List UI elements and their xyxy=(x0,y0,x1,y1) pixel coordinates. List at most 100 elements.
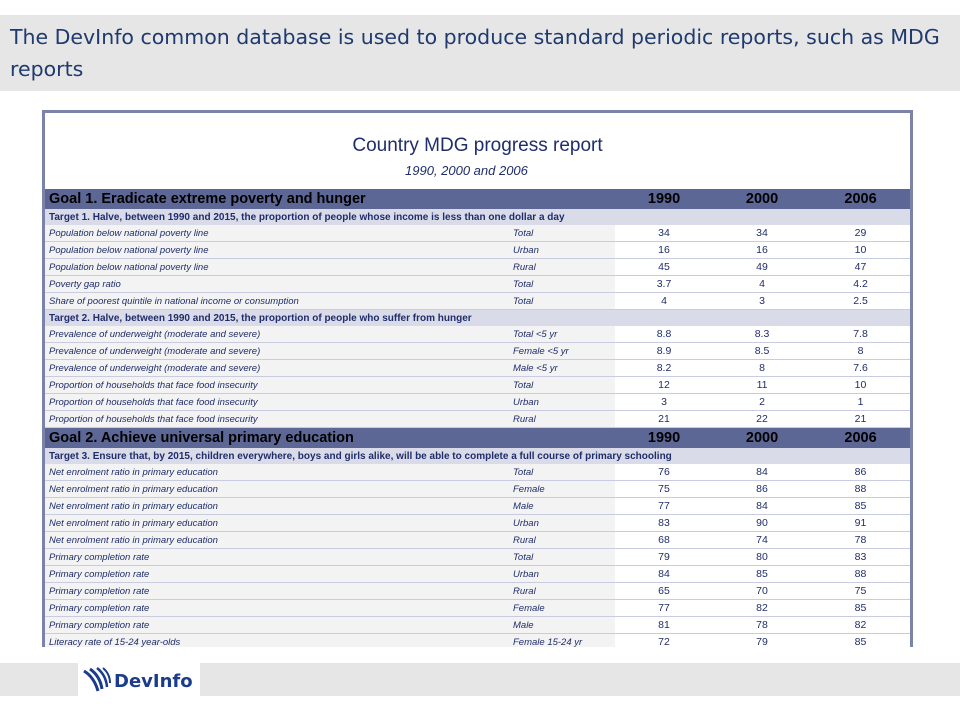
value-2006-cell: 86 xyxy=(811,464,910,481)
goal-row: Goal 1. Eradicate extreme poverty and hu… xyxy=(45,189,910,209)
subgroup-cell: Total xyxy=(509,548,616,566)
subgroup-cell: Total xyxy=(509,292,616,310)
table-row: Primary completion rate Total 79 80 83 xyxy=(45,548,910,566)
value-2000-cell: 49 xyxy=(713,258,812,276)
value-2000-cell: 8.5 xyxy=(713,342,812,360)
indicator-cell: Proportion of households that face food … xyxy=(45,376,509,394)
value-2006-cell: 91 xyxy=(811,514,910,532)
value-2006-cell: 8 xyxy=(811,342,910,360)
year-header: 1990 xyxy=(615,189,714,209)
goal-title: Goal 1. Eradicate extreme poverty and hu… xyxy=(45,189,616,209)
goal-title: Goal 2. Achieve universal primary educat… xyxy=(45,427,616,448)
table-row: Literacy rate of 15-24 year-olds Female 1… xyxy=(45,633,910,647)
value-1990-cell: 34 xyxy=(615,225,714,242)
table-row: Prevalence of underweight (moderate and … xyxy=(45,359,910,377)
subgroup-cell: Total xyxy=(509,275,616,293)
value-1990-cell: 84 xyxy=(615,565,714,583)
subgroup-cell: Male xyxy=(509,497,616,515)
value-1990-cell: 75 xyxy=(615,480,714,498)
subgroup-cell: Total xyxy=(509,225,616,242)
subgroup-cell: Urban xyxy=(509,514,616,532)
year-header: 2006 xyxy=(811,189,910,209)
title-band xyxy=(0,15,960,91)
value-2000-cell: 70 xyxy=(713,582,812,600)
indicator-cell: Net enrolment ratio in primary education xyxy=(45,464,509,481)
devinfo-swoosh-icon xyxy=(83,667,111,692)
subgroup-cell: Female <5 yr xyxy=(509,342,616,360)
subgroup-cell: Urban xyxy=(509,565,616,583)
value-1990-cell: 68 xyxy=(615,531,714,549)
value-2006-cell: 1 xyxy=(811,393,910,411)
subgroup-cell: Female xyxy=(509,599,616,617)
value-2006-cell: 4.2 xyxy=(811,275,910,293)
value-1990-cell: 45 xyxy=(615,258,714,276)
indicator-cell: Net enrolment ratio in primary education xyxy=(45,480,509,498)
subgroup-cell: Rural xyxy=(509,531,616,549)
value-2000-cell: 84 xyxy=(713,497,812,515)
target-row: Target 3. Ensure that, by 2015, children… xyxy=(45,448,910,464)
value-1990-cell: 79 xyxy=(615,548,714,566)
table-row: Population below national poverty line To… xyxy=(45,225,910,242)
value-2000-cell: 78 xyxy=(713,616,812,634)
value-1990-cell: 72 xyxy=(615,633,714,647)
subgroup-cell: Total xyxy=(509,376,616,394)
value-1990-cell: 3 xyxy=(615,393,714,411)
value-2006-cell: 82 xyxy=(811,616,910,634)
subgroup-cell: Urban xyxy=(509,241,616,259)
value-2006-cell: 21 xyxy=(811,410,910,428)
report-subtitle: 1990, 2000 and 2006 xyxy=(405,163,528,178)
subgroup-cell: Total <5 yr xyxy=(509,326,616,343)
target-label: Target 1. Halve, between 1990 and 2015, … xyxy=(45,209,910,225)
value-1990-cell: 77 xyxy=(615,497,714,515)
indicator-cell: Prevalence of underweight (moderate and … xyxy=(45,326,509,343)
value-1990-cell: 8.2 xyxy=(615,359,714,377)
value-2006-cell: 75 xyxy=(811,582,910,600)
value-1990-cell: 4 xyxy=(615,292,714,310)
subgroup-cell: Female 15-24 yr xyxy=(509,633,616,647)
value-1990-cell: 77 xyxy=(615,599,714,617)
value-1990-cell: 65 xyxy=(615,582,714,600)
subgroup-cell: Urban xyxy=(509,393,616,411)
year-header: 2000 xyxy=(713,427,812,448)
value-2000-cell: 86 xyxy=(713,480,812,498)
target-label: Target 2. Halve, between 1990 and 2015, … xyxy=(45,309,910,326)
indicator-cell: Primary completion rate xyxy=(45,565,509,583)
year-header: 1990 xyxy=(615,427,714,448)
indicator-cell: Poverty gap ratio xyxy=(45,275,509,293)
value-2000-cell: 11 xyxy=(713,376,812,394)
value-2006-cell: 85 xyxy=(811,633,910,647)
slide-title: The DevInfo common database is used to p… xyxy=(10,25,940,81)
value-2000-cell: 16 xyxy=(713,241,812,259)
indicator-cell: Net enrolment ratio in primary education xyxy=(45,514,509,532)
table-row: Proportion of households that face food … xyxy=(45,410,910,428)
indicator-cell: Share of poorest quintile in national in… xyxy=(45,292,509,310)
value-2000-cell: 79 xyxy=(713,633,812,647)
report-title: Country MDG progress report xyxy=(352,135,603,156)
indicator-cell: Primary completion rate xyxy=(45,616,509,634)
value-2006-cell: 88 xyxy=(811,565,910,583)
subgroup-cell: Rural xyxy=(509,410,616,428)
value-2006-cell: 7.8 xyxy=(811,326,910,343)
table-row: Primary completion rate Male 81 78 82 xyxy=(45,616,910,634)
value-1990-cell: 21 xyxy=(615,410,714,428)
value-2006-cell: 29 xyxy=(811,225,910,242)
value-2006-cell: 85 xyxy=(811,497,910,515)
logo-text: DevInfo xyxy=(114,671,193,692)
subgroup-cell: Total xyxy=(509,464,616,481)
value-2000-cell: 2 xyxy=(713,393,812,411)
table-row: Population below national poverty line Ru… xyxy=(45,258,910,276)
indicator-cell: Proportion of households that face food … xyxy=(45,410,509,428)
goal-row: Goal 2. Achieve universal primary educat… xyxy=(45,427,910,448)
indicator-cell: Population below national poverty line xyxy=(45,241,509,259)
report-frame: Country MDG progress report 1990, 2000 a… xyxy=(42,110,913,647)
value-2000-cell: 4 xyxy=(713,275,812,293)
value-2006-cell: 85 xyxy=(811,599,910,617)
value-2000-cell: 3 xyxy=(713,292,812,310)
table-row: Primary completion rate Rural 65 70 75 xyxy=(45,582,910,600)
indicator-cell: Population below national poverty line xyxy=(45,225,509,242)
subgroup-cell: Rural xyxy=(509,258,616,276)
indicator-cell: Literacy rate of 15-24 year-olds xyxy=(45,633,509,647)
value-2000-cell: 82 xyxy=(713,599,812,617)
table-row: Primary completion rate Female 77 82 85 xyxy=(45,599,910,617)
report-table: Goal 1. Eradicate extreme poverty and hu… xyxy=(45,189,910,647)
